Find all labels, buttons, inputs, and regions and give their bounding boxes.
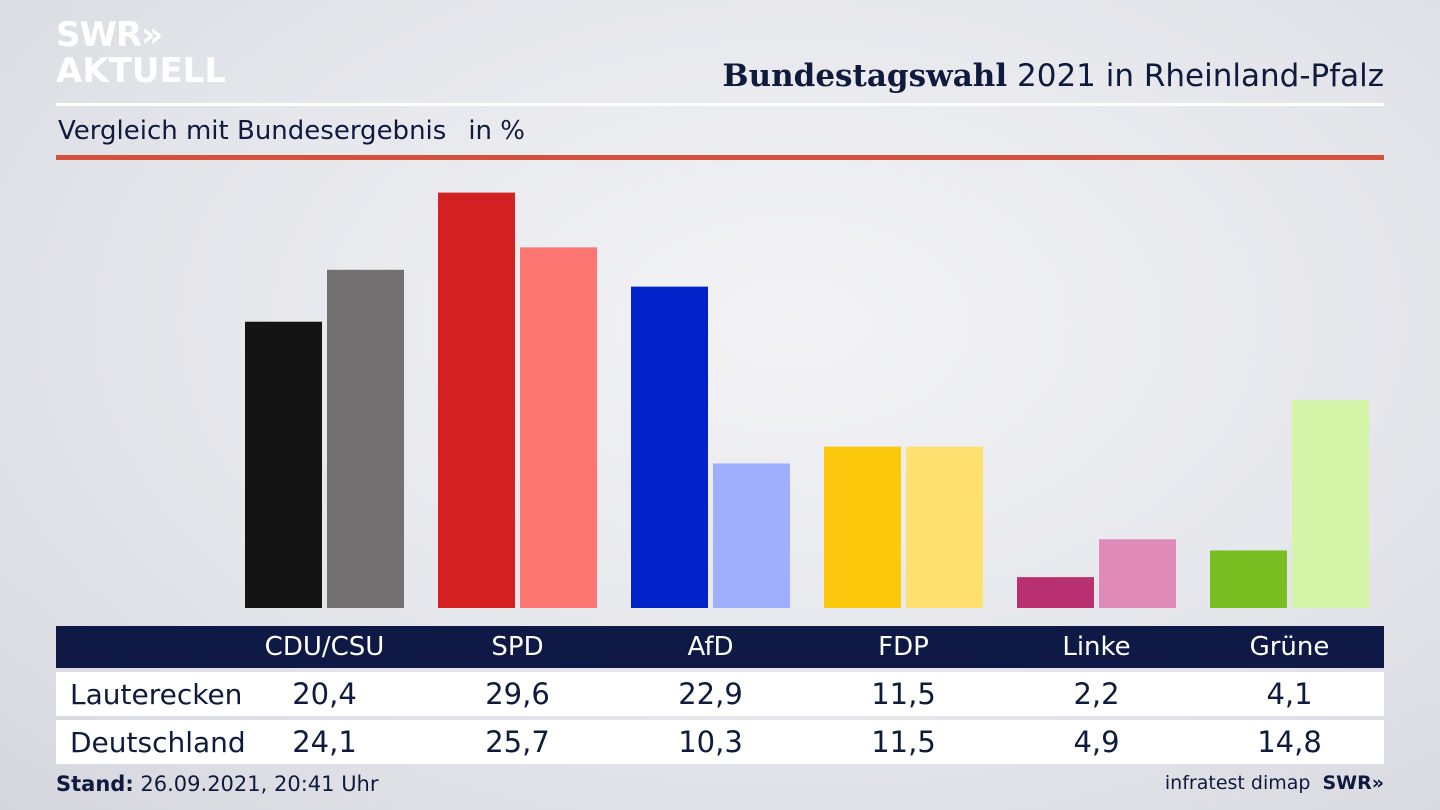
title-rest: 2021 in Rheinland-Pfalz (1017, 58, 1384, 94)
value-afd-lauterecken: 22,9 (678, 677, 743, 711)
logo-mark: » (141, 15, 163, 55)
column-header-afd: AfD (687, 632, 734, 662)
subtitle-unit: in % (468, 116, 525, 146)
row-label: Lauterecken (70, 677, 243, 711)
page-title: Bundestagswahl 2021 in Rheinland-Pfalz (722, 58, 1384, 94)
source-text: infratest dimap (1164, 772, 1311, 794)
swr-brand: SWR» (1322, 772, 1384, 794)
value-fdp-lauterecken: 11,5 (871, 677, 936, 711)
timestamp: Stand: 26.09.2021, 20:41 Uhr (56, 772, 379, 796)
bar-afd-deutschland (713, 463, 790, 608)
bar-fdp-lauterecken (824, 446, 901, 608)
subtitle-divider (56, 155, 1384, 160)
logo-line2: AKTUELL (56, 51, 227, 91)
value-cdu-csu-deutschland: 24,1 (292, 725, 357, 759)
bar-afd-lauterecken (631, 286, 708, 608)
table-row-lauterecken: Lauterecken 20,4 29,6 22,9 11,5 2,2 4,1 (56, 672, 1384, 716)
bar-linke-deutschland (1099, 539, 1176, 608)
value-cdu-csu-lauterecken: 20,4 (292, 677, 357, 711)
value-linke-deutschland: 4,9 (1073, 725, 1120, 759)
bar-cdu-csu-deutschland (327, 269, 404, 608)
value-spd-lauterecken: 29,6 (485, 677, 550, 711)
bar-linke-lauterecken (1017, 577, 1094, 608)
bar-spd-lauterecken (438, 192, 515, 608)
subtitle-text: Vergleich mit Bundesergebnis (58, 116, 447, 146)
value-spd-deutschland: 25,7 (485, 725, 550, 759)
column-header-linke: Linke (1062, 632, 1131, 662)
results-table: CDU/CSU SPD AfD FDP Linke Grüne Lauterecken 2… (56, 626, 1384, 764)
logo-line1: SWR (56, 15, 142, 55)
table-row-deutschland: Deutschland 24,1 25,7 10,3 11,5 4,9 14,8 (56, 720, 1384, 764)
chart-subtitle: Vergleich mit Bundesergebnis in % (58, 116, 525, 146)
stand-value: 26.09.2021, 20:41 Uhr (140, 772, 379, 796)
value-afd-deutschland: 10,3 (678, 725, 743, 759)
column-header-gr-ne: Grüne (1249, 632, 1330, 662)
value-fdp-deutschland: 11,5 (871, 725, 936, 759)
value-gr-ne-deutschland: 14,8 (1257, 725, 1322, 759)
bar-gr-ne-lauterecken (1210, 550, 1287, 608)
title-bold: Bundestagswahl (722, 58, 1008, 94)
bar-fdp-deutschland (906, 446, 983, 608)
bar-gr-ne-deutschland (1292, 400, 1369, 608)
value-gr-ne-lauterecken: 4,1 (1266, 677, 1313, 711)
bar-cdu-csu-lauterecken (245, 321, 322, 608)
table-header: CDU/CSU SPD AfD FDP Linke Grüne (56, 626, 1384, 668)
stand-label: Stand: (56, 772, 134, 796)
row-label: Deutschland (70, 725, 246, 759)
column-header-cdu-csu: CDU/CSU (264, 632, 385, 662)
bar-spd-deutschland (520, 247, 597, 609)
swr-aktuell-logo: SWR» AKTUELL (56, 18, 226, 88)
column-header-fdp: FDP (878, 632, 929, 662)
source-credit: infratest dimap SWR» (1165, 772, 1384, 794)
value-linke-lauterecken: 2,2 (1073, 677, 1120, 711)
header-divider (56, 103, 1384, 106)
column-header-spd: SPD (491, 632, 544, 662)
